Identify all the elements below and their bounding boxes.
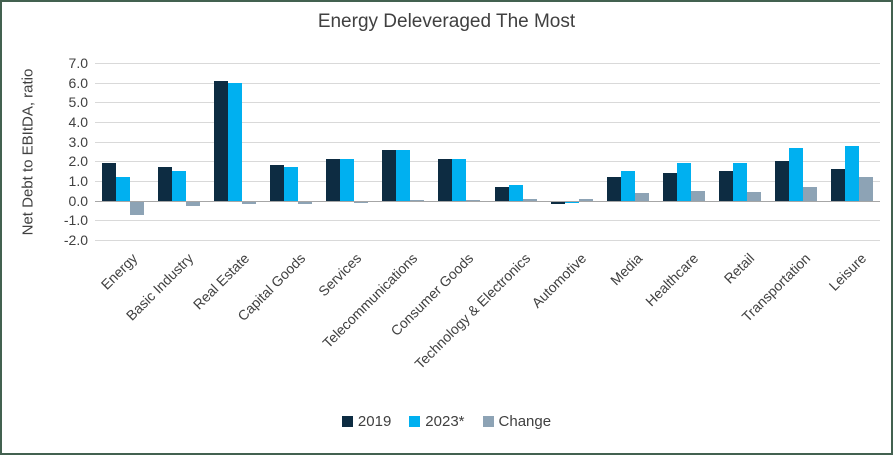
bar-Change-basic-industry	[186, 201, 201, 206]
legend-item-2019: 2019	[341, 413, 392, 430]
x-tick-label: Media	[606, 250, 645, 289]
bar-Change-media	[634, 192, 649, 201]
y-tick-label: 0.0	[68, 192, 88, 209]
bar-2023-transportation	[788, 147, 803, 201]
bar-2023-consumer-goods	[452, 159, 467, 201]
y-tick-label: 1.0	[68, 173, 88, 189]
bar-2023-basic-industry	[172, 171, 187, 201]
bar-Change-telecommunications	[410, 199, 425, 201]
legend-label: 2019	[357, 413, 392, 430]
y-tick-label: 7.0	[68, 55, 88, 71]
bar-2019-technology-electronics	[494, 186, 509, 201]
gridline	[95, 220, 880, 222]
x-tick-label: Telecommunications	[319, 250, 421, 352]
legend-item-2023: 2023*	[409, 413, 465, 430]
bar-2019-basic-industry	[158, 167, 173, 201]
x-tick-label: Energy	[97, 250, 141, 293]
legend-swatch-icon	[409, 416, 421, 427]
bar-Change-technology-electronics	[522, 198, 537, 201]
chart-title: Energy Deleveraged The Most	[317, 11, 576, 32]
y-tick-label: 4.0	[68, 114, 88, 130]
bar-2019-real-estate	[214, 80, 229, 201]
x-tick-label: Services	[315, 250, 365, 300]
bar-Change-consumer-goods	[466, 199, 481, 201]
bar-2023-retail	[732, 163, 747, 201]
bar-2019-capital-goods	[270, 165, 285, 201]
x-tick-label: Leisure	[825, 250, 870, 294]
bar-2023-technology-electronics	[508, 184, 523, 201]
chart-legend: 2019 2023* Change	[2, 413, 891, 430]
x-tick-label: Automotive	[528, 250, 589, 311]
gridline	[95, 82, 880, 84]
bar-Change-retail	[746, 191, 761, 201]
bar-2023-automotive	[564, 201, 579, 203]
y-tick-label: 2.0	[68, 153, 88, 170]
gridline	[95, 240, 880, 241]
bar-2019-energy	[102, 163, 117, 201]
bar-2023-energy	[116, 177, 131, 201]
bar-2019-consumer-goods	[438, 159, 453, 201]
bar-2019-leisure	[830, 169, 845, 201]
y-tick-label: -2.0	[63, 232, 88, 248]
legend-item-Change: Change	[482, 413, 552, 430]
y-tick-label: 6.0	[68, 74, 88, 91]
bar-2023-healthcare	[676, 163, 691, 201]
bar-2019-media	[606, 177, 621, 201]
bar-2019-transportation	[774, 161, 789, 201]
bar-2019-services	[326, 159, 341, 201]
bar-2023-services	[340, 159, 355, 201]
bar-2023-real-estate	[228, 82, 243, 201]
plot-area: Energy Basic Industry Real Estate Capital G…	[95, 63, 880, 372]
gridline	[95, 141, 880, 143]
bar-2023-telecommunications	[396, 149, 411, 201]
gridline	[95, 181, 880, 182]
y-tick-label: 3.0	[68, 133, 88, 150]
y-axis-label: Net Debt to EBItDA, ratio	[19, 68, 37, 236]
bar-Change-healthcare	[690, 190, 705, 201]
gridline	[95, 161, 880, 163]
bar-Change-automotive	[578, 198, 593, 201]
legend-swatch-icon	[341, 416, 353, 427]
y-tick-label: 5.0	[68, 94, 88, 111]
bar-Change-transportation	[802, 186, 817, 201]
bar-2019-healthcare	[662, 173, 677, 201]
bar-2023-capital-goods	[284, 167, 299, 201]
gridline	[95, 63, 880, 64]
legend-swatch-icon	[482, 416, 494, 427]
legend-label: Change	[498, 413, 552, 430]
bar-Change-energy	[130, 201, 145, 216]
bar-Change-capital-goods	[298, 201, 313, 204]
gridline	[95, 102, 880, 104]
bar-2019-automotive	[550, 201, 565, 204]
x-tick-label: Healthcare	[641, 250, 702, 310]
bar-Change-services	[354, 201, 369, 203]
bar-2019-telecommunications	[382, 149, 397, 201]
y-tick-label: -1.0	[63, 212, 88, 229]
x-tick-label: Retail	[720, 250, 758, 287]
bar-2023-leisure	[844, 145, 859, 201]
y-axis-ticks: 7.0 6.0 5.0 4.0 3.0 2.0 1.0 0.0 -1.0 -2.0	[46, 55, 88, 248]
x-tick-label: Technology & Electronics	[410, 250, 533, 372]
gridline	[95, 122, 880, 123]
legend-label: 2023*	[425, 413, 465, 430]
bar-2019-retail	[718, 171, 733, 201]
bar-Change-real-estate	[242, 201, 257, 204]
bar-Change-leisure	[858, 177, 873, 201]
zero-axis-line	[95, 200, 880, 202]
bar-2023-media	[620, 171, 635, 201]
